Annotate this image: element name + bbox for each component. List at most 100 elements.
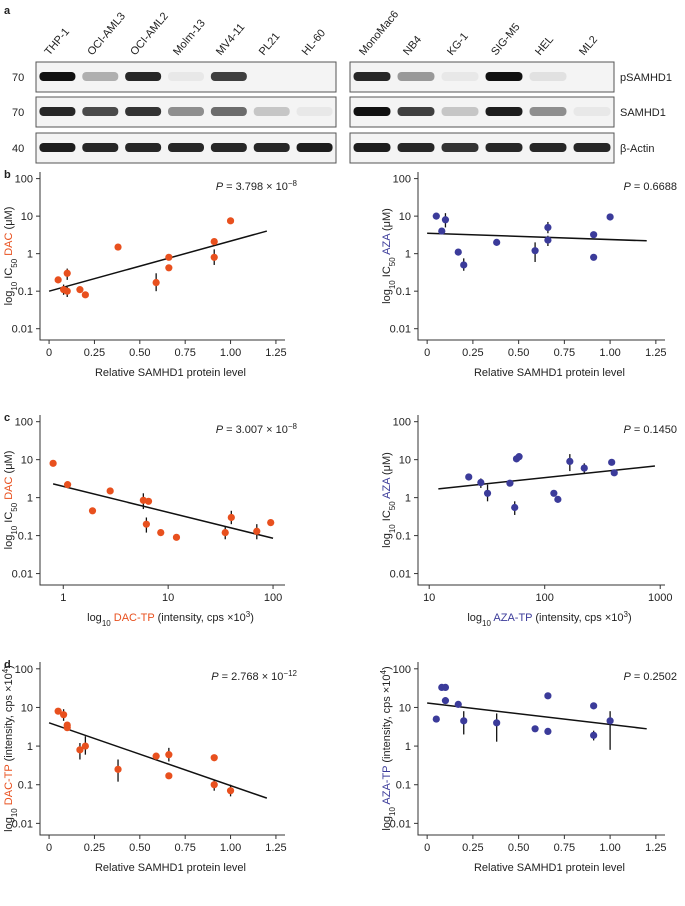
y-axis-label-part: AZA [381, 477, 393, 502]
lane-label: NB4 [401, 34, 424, 58]
blot-box [349, 61, 615, 93]
x-axis-label-part: ) [250, 612, 254, 624]
x-tick-label: 0.25 [462, 347, 483, 359]
point [465, 473, 473, 481]
lane-label: THP-1 [43, 26, 73, 58]
y-tick-label: 1 [405, 493, 411, 505]
point [64, 481, 72, 489]
y-tick-label: 1 [27, 493, 33, 505]
band [82, 72, 119, 81]
point [515, 453, 523, 461]
y-tick-label: 1 [405, 249, 411, 261]
band [82, 143, 119, 152]
y-axis-label-part: 10 [10, 808, 19, 817]
band [296, 143, 333, 152]
point [544, 692, 552, 700]
y-axis-label-part: DAC-TP [3, 764, 15, 808]
x-tick-label: 1.00 [599, 842, 620, 854]
x-tick-label: 0.25 [84, 842, 105, 854]
point [460, 717, 468, 725]
axes [39, 662, 285, 836]
axes [39, 415, 285, 586]
axes [417, 662, 665, 836]
point [608, 458, 616, 466]
x-tick-label: 1.25 [265, 842, 286, 854]
lane-label: OCI-AML3 [85, 10, 128, 58]
y-axis-label-part: IC [381, 510, 393, 524]
point [438, 227, 446, 235]
band [82, 107, 119, 116]
x-tick-label: 0 [46, 347, 52, 359]
point [81, 742, 89, 750]
p-value-part: −8 [288, 179, 298, 188]
lane-label: HEL [533, 34, 556, 58]
x-tick-label: 1.25 [645, 347, 666, 359]
x-tick-label: 0.50 [129, 347, 150, 359]
point [511, 503, 519, 512]
y-tick-label: 0.1 [18, 780, 33, 792]
x-tick-label: 10 [162, 592, 174, 604]
y-axis-label: log10 DAC-TP (intensity, cps ×104) [1, 665, 19, 832]
point [544, 727, 552, 735]
x-axis-label-part: (intensity, cps ×10 [155, 612, 246, 624]
y-axis-label-part: (μM) [3, 207, 15, 233]
band [125, 107, 162, 116]
point [88, 507, 97, 515]
y-tick-label: 10 [21, 211, 33, 223]
y-tick-label: 10 [21, 455, 33, 467]
band [210, 72, 247, 81]
y-axis-label-part: (intensity, cps ×10 [381, 674, 393, 765]
y-tick-label: 0.01 [12, 818, 33, 830]
band [39, 107, 76, 116]
point [114, 765, 122, 773]
point [221, 528, 229, 537]
point [550, 489, 558, 497]
protein-label: β-Actin [620, 143, 654, 155]
x-axis-label: Relative SAMHD1 protein level [95, 367, 246, 379]
band [125, 72, 162, 81]
x-axis-label-part: DAC-TP [111, 612, 155, 624]
y-tick-label: 0.1 [396, 780, 411, 792]
band [441, 72, 479, 81]
band [353, 107, 391, 116]
y-axis-label-part: 10 [388, 524, 397, 533]
point [226, 217, 235, 225]
y-tick-label: 100 [15, 174, 33, 186]
point [610, 469, 618, 477]
x-axis-label-part: ) [628, 612, 632, 624]
y-axis-label-part: 10 [10, 281, 19, 290]
band [253, 143, 290, 152]
point [432, 715, 440, 723]
point [267, 518, 275, 527]
y-tick-label: 100 [15, 417, 33, 429]
blot-box [35, 61, 337, 93]
point [441, 697, 450, 705]
point [106, 487, 114, 495]
x-axis-label: Relative SAMHD1 protein level [474, 367, 625, 379]
band [210, 143, 247, 152]
point [165, 772, 173, 780]
x-tick-label: 0.25 [462, 842, 483, 854]
p-value-part: P [623, 181, 631, 193]
band [441, 107, 479, 116]
x-axis-label-part: 10 [482, 619, 491, 628]
y-axis-label-part: AZA-TP [381, 766, 393, 807]
band [353, 143, 391, 152]
x-axis-label-part: Relative SAMHD1 protein level [95, 862, 246, 874]
y-axis-label-part: (μM) [3, 451, 15, 477]
x-axis-label-part: 3 [624, 610, 629, 619]
x-axis-label-part: Relative SAMHD1 protein level [95, 367, 246, 379]
point [152, 752, 160, 760]
point [606, 717, 614, 725]
point [144, 497, 153, 505]
y-tick-label: 100 [393, 664, 411, 676]
band [168, 143, 204, 152]
point [441, 216, 450, 224]
point [531, 725, 539, 733]
y-axis-label-part: (μM) [381, 208, 393, 234]
y-axis-label-part: 50 [10, 502, 19, 511]
point [544, 223, 552, 232]
x-tick-label: 0.50 [129, 842, 150, 854]
y-axis-label: log10 IC50 AZA (μM) [381, 452, 397, 548]
lane-label: PL21 [257, 31, 283, 58]
